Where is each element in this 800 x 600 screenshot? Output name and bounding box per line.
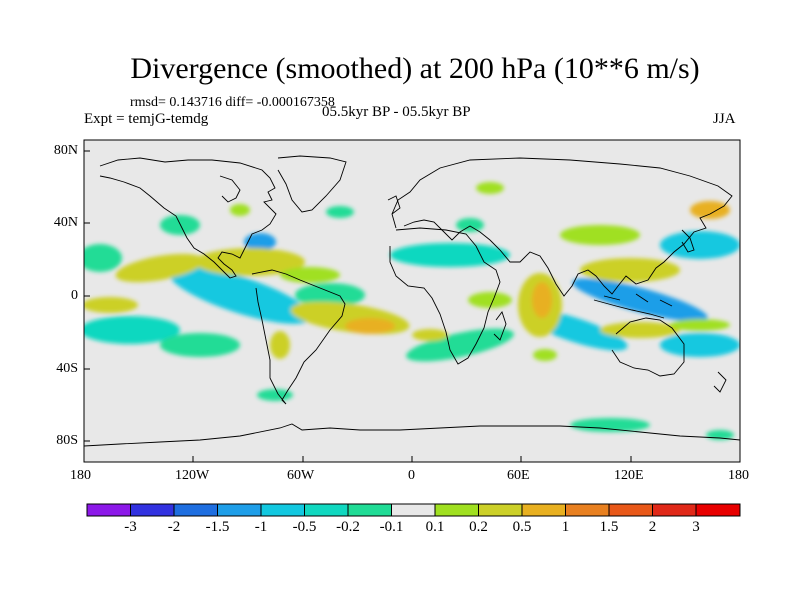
colorbar-swatch — [695, 503, 741, 517]
colorbar-label: 0.2 — [469, 519, 488, 535]
field-blob — [468, 292, 512, 308]
colorbar-swatch — [173, 503, 218, 517]
colorbar-label: 1.5 — [599, 519, 619, 535]
australia-coast — [611, 317, 685, 377]
field-blob — [600, 322, 680, 338]
axis-ticks — [83, 150, 741, 462]
colorbar-label: 2 — [648, 519, 657, 535]
colorbar-swatch — [130, 503, 175, 517]
coastlines — [84, 155, 740, 447]
colorbar-swatch — [86, 503, 131, 517]
field-blob — [570, 418, 650, 432]
field-blob — [84, 316, 180, 344]
map-title: Divergence (smoothed) at 200 hPa (10**6 … — [130, 52, 700, 85]
colorbar-swatch — [478, 503, 523, 517]
field-blob — [476, 182, 504, 194]
field-blob — [84, 244, 122, 272]
y-tick-label: 40S — [56, 361, 78, 376]
x-tick-label: 180 — [728, 468, 749, 483]
field-blob — [456, 218, 484, 232]
colorbar-label: -2 — [167, 519, 181, 535]
y-tick-label: 0 — [71, 288, 78, 303]
field-blob — [532, 282, 552, 318]
x-tick-label: 180 — [70, 468, 91, 483]
field-blob — [580, 258, 680, 282]
colorbar-swatch — [391, 503, 436, 517]
y-tick-label: 80N — [53, 143, 78, 158]
stats-line: rmsd= 0.143716 diff= -0.000167358 — [130, 95, 335, 110]
x-tick-label: 120W — [175, 468, 210, 483]
y-tick-label: 40N — [53, 215, 78, 230]
colorbar-swatch — [347, 503, 392, 517]
field-blob — [406, 328, 514, 362]
period-label: 05.5kyr BP - 05.5kyr BP — [322, 104, 471, 120]
season-label: JJA — [713, 111, 736, 127]
field-blob — [690, 201, 730, 219]
antarctica-coast — [84, 423, 740, 447]
japan-coast — [681, 229, 695, 253]
colorbar-swatch — [521, 503, 566, 517]
field-blob — [560, 225, 640, 245]
colorbar-label: -1.5 — [205, 519, 230, 535]
colorbar-label: 1 — [561, 519, 570, 535]
new-zealand-coast — [713, 371, 727, 393]
field-blob — [390, 243, 510, 267]
field-blob — [670, 319, 730, 331]
field-blob — [572, 278, 708, 322]
colorbar-label: -0.2 — [336, 519, 360, 535]
field-blob — [706, 430, 734, 440]
colorbar-label: -0.1 — [379, 519, 404, 535]
colorbar-label: 3 — [692, 519, 700, 535]
colorbar-label: 0.1 — [425, 519, 445, 535]
madagascar-coast — [493, 311, 507, 341]
x-tick-label: 60E — [507, 468, 530, 483]
field-blob — [160, 333, 240, 357]
field-blob — [345, 318, 395, 334]
colorbar-swatch — [608, 503, 653, 517]
field-blob — [270, 331, 290, 359]
colorbar-label: -0.5 — [292, 519, 317, 535]
x-tick-label: 60W — [287, 468, 315, 483]
field-blob — [295, 283, 365, 307]
greenland-coast — [277, 155, 347, 213]
colorbar-swatch — [304, 503, 349, 517]
colorbar — [86, 503, 741, 517]
field-blob — [280, 267, 340, 283]
colorbar-swatch — [217, 503, 262, 517]
colorbar-swatch — [260, 503, 305, 517]
field-blob — [195, 248, 305, 276]
field-blob — [230, 204, 250, 216]
indonesia-coast — [593, 293, 673, 319]
africa-coast — [389, 227, 501, 365]
divergence-field — [84, 182, 740, 440]
colorbar-swatch — [652, 503, 697, 517]
experiment-label: Expt = temjG-temdg — [84, 111, 209, 127]
x-tick-label: 0 — [408, 468, 415, 483]
field-blob — [660, 231, 740, 259]
x-tick-label: 120E — [614, 468, 644, 483]
north-america-coast — [99, 157, 277, 279]
field-blob — [533, 349, 557, 361]
field-blob — [168, 266, 312, 324]
field-blob — [326, 206, 354, 218]
south-america-coast — [251, 269, 346, 405]
colorbar-label: 0.5 — [512, 519, 532, 535]
colorbar-swatch — [565, 503, 610, 517]
uk-coast — [387, 195, 401, 215]
field-blob — [115, 253, 205, 283]
field-blob — [257, 389, 293, 401]
field-blob — [244, 233, 276, 251]
field-blob — [84, 297, 138, 313]
hudson-bay-coast — [219, 175, 241, 203]
colorbar-swatch — [434, 503, 479, 517]
eurasia-coast — [391, 157, 733, 297]
field-blob — [660, 333, 740, 357]
y-tick-label: 80S — [56, 433, 78, 448]
colorbar-label: -3 — [124, 519, 137, 535]
colorbar-label: -1 — [254, 519, 268, 535]
field-blob — [412, 329, 448, 341]
